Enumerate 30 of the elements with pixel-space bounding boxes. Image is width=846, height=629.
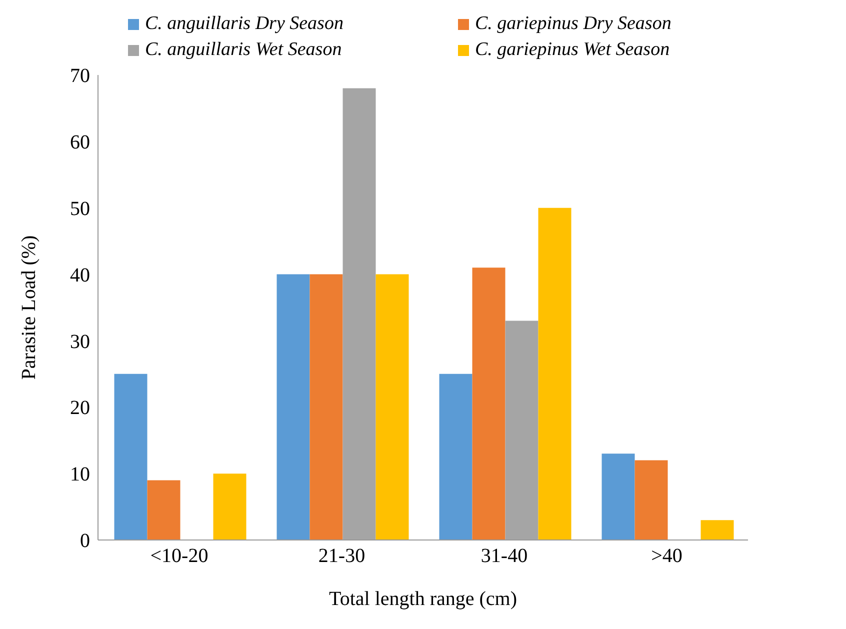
bar (376, 274, 409, 540)
bar (276, 274, 310, 540)
x-tick-label: 21-30 (318, 545, 366, 568)
y-axis-title: Parasite Load (%) (18, 235, 40, 380)
y-tick-label: 50 (70, 198, 90, 220)
bar (310, 274, 343, 540)
x-tick-label: 31-40 (480, 545, 528, 568)
y-tick-label: 10 (70, 464, 90, 486)
y-tick-label: 30 (70, 330, 90, 353)
bar (602, 454, 635, 540)
y-tick-label: 70 (70, 65, 90, 88)
x-tick-label: >40 (651, 545, 682, 568)
bar (147, 480, 180, 540)
legend-label: C. anguillaris Wet Season (145, 39, 342, 61)
legend-label: C. gariepinus Wet Season (475, 39, 670, 61)
x-axis-title: Total length range (cm) (329, 588, 517, 610)
bar (213, 474, 246, 540)
y-tick-label: 20 (70, 397, 90, 420)
bar (472, 268, 506, 540)
bar (634, 460, 668, 540)
legend-label: C. anguillaris Dry Season (145, 13, 344, 35)
legend-label: C. gariepinus Dry Season (475, 13, 672, 35)
y-tick-label: 60 (70, 132, 90, 154)
x-tick-label: <10-20 (150, 545, 208, 568)
bar (439, 374, 472, 540)
bar (114, 374, 148, 540)
bar (538, 208, 572, 540)
bar (700, 520, 734, 540)
y-tick-label: 40 (70, 264, 90, 286)
y-tick-label: 0 (80, 530, 90, 552)
